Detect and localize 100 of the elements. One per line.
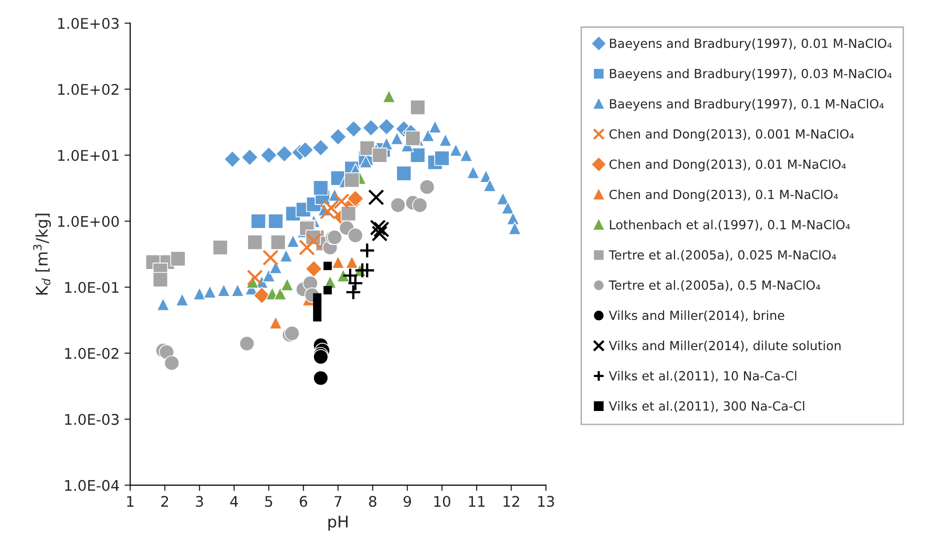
x-tick-label: 13 (538, 496, 554, 507)
point (405, 130, 421, 146)
y-tick-label: 1.0E+01 (58, 150, 118, 161)
point (176, 292, 189, 306)
y-tick-label: 1.0E+02 (58, 84, 118, 95)
point (262, 250, 279, 266)
point (345, 255, 359, 269)
y-tick-label: 1.0E-01 (65, 282, 118, 293)
point (239, 336, 255, 352)
point (313, 370, 328, 386)
point (410, 100, 426, 116)
legend-label: Lothenbach et al.(1997), 0.1 M-NaClO₄ (610, 220, 850, 231)
point (306, 233, 322, 250)
x-tick-label: 10 (434, 496, 450, 507)
point (262, 268, 276, 282)
y-tick-label: 1.0E-03 (65, 414, 119, 425)
x-tick-label: 8 (369, 496, 376, 507)
point (313, 180, 328, 196)
point (359, 140, 375, 156)
x-axis-title: pH (328, 516, 348, 531)
point (170, 251, 186, 266)
point (274, 286, 287, 300)
legend-label: Baeyens and Bradbury(1997), 0.03 M-NaClO₄ (610, 68, 892, 81)
y-tick-label: 1.0E+00 (58, 216, 119, 227)
point (203, 285, 217, 298)
point (342, 268, 358, 284)
x-tick-label: 9 (404, 496, 411, 507)
legend-label: Vilks and Miller(2014), dilute solution (608, 340, 841, 352)
point (373, 221, 390, 238)
x-tick-label: 6 (300, 496, 308, 507)
point (323, 286, 332, 294)
y-tick-label: 1.0E-02 (65, 348, 118, 359)
x-tick-label: 4 (230, 496, 238, 507)
point (260, 146, 278, 164)
x-tick-label: 12 (504, 496, 520, 507)
point (279, 249, 293, 262)
x-tick-label: 3 (196, 496, 203, 507)
point (508, 222, 522, 235)
point (268, 213, 284, 229)
legend-label: Chen and Dong(2013), 0.1 M-NaClO₄ (609, 189, 838, 202)
point (253, 286, 270, 304)
point (421, 128, 435, 142)
legend-label: Tertre et al.(2005a), 0.5 M-NaClO₄ (608, 280, 820, 292)
x-tick-label: 1 (127, 496, 134, 507)
point (359, 242, 376, 259)
point (270, 234, 286, 250)
point (390, 197, 406, 213)
point (246, 270, 263, 286)
point (372, 147, 388, 163)
point (212, 240, 228, 256)
point (276, 145, 293, 162)
point (466, 166, 480, 179)
point (410, 147, 426, 163)
point (378, 118, 396, 136)
point (396, 166, 412, 182)
point (340, 206, 356, 222)
point (320, 203, 336, 220)
point (333, 193, 350, 210)
point (331, 255, 345, 269)
point (368, 189, 384, 206)
point (298, 239, 315, 256)
point (501, 201, 514, 214)
point (345, 120, 362, 138)
x-tick-label: 7 (334, 496, 342, 507)
legend-label: Baeyens and Bradbury(1997), 0.1 M-NaClO₄ (610, 98, 884, 111)
point (348, 228, 364, 244)
point (247, 234, 263, 250)
point (372, 225, 388, 242)
point (412, 197, 428, 213)
point (419, 179, 435, 195)
point (250, 213, 266, 229)
point (152, 272, 168, 288)
legend-label: Chen and Dong(2013), 0.01 M-NaClO₄ (609, 159, 846, 172)
point (483, 178, 496, 192)
y-tick-label: 1.0E+03 (58, 18, 119, 29)
point (390, 132, 404, 145)
legend-label: Vilks and Miller(2014), brine (608, 310, 784, 322)
point (305, 260, 322, 278)
legend-label: Baeyens and Bradbury(1997), 0.01 M-NaClO₄ (610, 38, 892, 50)
point (329, 128, 347, 146)
point (346, 190, 364, 208)
point (345, 284, 362, 300)
x-tick-label: 2 (161, 496, 168, 507)
point (241, 148, 258, 166)
point (217, 284, 230, 297)
point (382, 90, 396, 103)
point (438, 133, 452, 147)
y-tick-label: 1.0E-04 (65, 480, 119, 491)
point (192, 286, 206, 300)
point (460, 148, 473, 162)
point (344, 172, 360, 188)
point (323, 200, 340, 216)
point (359, 154, 372, 168)
point (156, 298, 170, 311)
point (449, 143, 462, 157)
point (347, 275, 364, 292)
point (296, 141, 314, 159)
point (362, 119, 380, 136)
point (286, 234, 300, 248)
point (323, 262, 332, 270)
